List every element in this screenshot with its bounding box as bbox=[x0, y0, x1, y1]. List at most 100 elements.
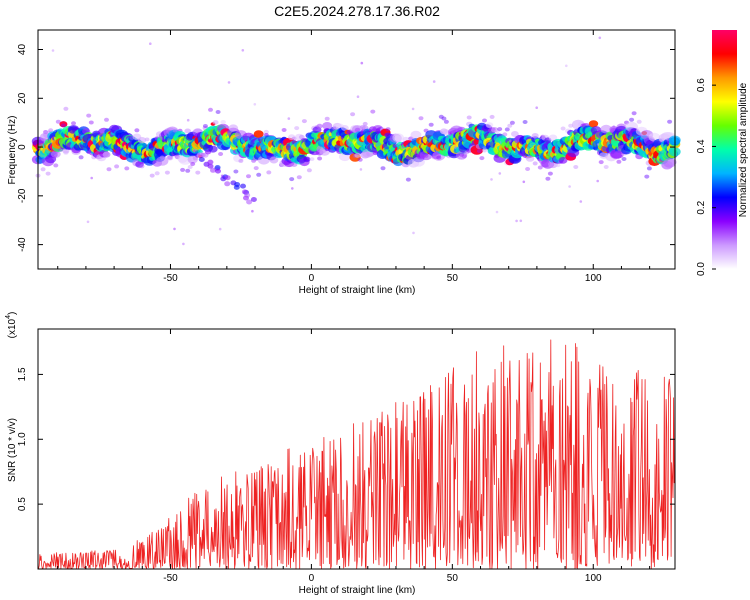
spectrogram-cell bbox=[164, 170, 170, 175]
spectrogram-cells bbox=[31, 36, 681, 246]
spectrogram-y-tick-label: -20 bbox=[17, 188, 28, 203]
spectrogram-cell bbox=[532, 161, 538, 166]
spectrogram-cell bbox=[482, 118, 487, 123]
spectrogram-y-tick-label: 20 bbox=[17, 92, 28, 104]
spectrogram-x-tick-label: 50 bbox=[447, 273, 459, 284]
spectrogram-cell bbox=[509, 120, 515, 125]
figure-title: C2E5.2024.278.17.36.R02 bbox=[274, 3, 440, 19]
spectrogram-cell bbox=[443, 119, 449, 124]
spectrogram-cell bbox=[621, 157, 627, 161]
spectrogram-cell bbox=[356, 95, 360, 98]
spectrogram-cell bbox=[167, 155, 173, 160]
spectrogram-cell bbox=[525, 167, 531, 171]
spectrogram-cell bbox=[214, 165, 221, 170]
spectrogram-cell bbox=[548, 134, 558, 141]
spectrogram-cell bbox=[50, 150, 61, 158]
spectrogram-x-tick-label: -50 bbox=[163, 273, 178, 284]
spectrogram-cell bbox=[173, 227, 176, 231]
spectrogram-cell bbox=[445, 135, 449, 139]
spectrogram-cell bbox=[51, 49, 55, 52]
snr-x-tick-label: 50 bbox=[447, 573, 459, 584]
spectrogram-cell bbox=[156, 156, 169, 166]
spectrogram-cell bbox=[207, 163, 214, 169]
spectrogram-cell bbox=[60, 123, 66, 128]
spectrogram-cell bbox=[494, 129, 500, 134]
spectrogram-cell bbox=[519, 219, 523, 223]
spectrogram-cell bbox=[303, 156, 311, 163]
spectrogram-cell bbox=[304, 157, 310, 162]
spectrogram-x-label: Height of straight line (km) bbox=[299, 285, 416, 296]
spectrogram-cell bbox=[215, 168, 221, 174]
spectrogram-cell bbox=[456, 151, 468, 160]
spectrogram-cell bbox=[246, 174, 251, 179]
spectrogram-cell bbox=[220, 120, 226, 125]
spectrogram-cell bbox=[603, 165, 609, 169]
spectrogram-y-label: Frequency (Hz) bbox=[7, 116, 18, 185]
spectrogram-cell bbox=[207, 159, 214, 165]
spectrogram-cell bbox=[461, 154, 467, 159]
spectrogram-cell bbox=[438, 114, 444, 119]
spectrogram-cell bbox=[218, 227, 222, 231]
snr-y-tick-label: 1.5 bbox=[17, 367, 28, 381]
spectrogram-cell bbox=[215, 110, 221, 114]
spectrogram-cell bbox=[251, 209, 254, 213]
spectrogram-cell bbox=[380, 166, 386, 171]
spectrogram-x-tick-label: 100 bbox=[585, 273, 602, 284]
spectrogram-cell bbox=[596, 179, 599, 183]
spectrogram-cell bbox=[224, 175, 231, 181]
colorbar-ticks: 0.0 0.2 0.4 0.6 bbox=[696, 78, 716, 276]
colorbar-tick-label: 0.4 bbox=[696, 139, 707, 153]
spectrogram-cell bbox=[59, 121, 68, 128]
snr-y-tick-label: 0.5 bbox=[17, 497, 28, 511]
snr-scale-factor: (x104) bbox=[5, 312, 18, 339]
spectrogram-cell bbox=[362, 121, 368, 126]
spectrogram-cell bbox=[616, 159, 622, 164]
spectrogram-y-tick-label: 40 bbox=[17, 44, 28, 56]
spectrogram-cell bbox=[360, 61, 364, 65]
spectrogram-cell bbox=[357, 157, 363, 162]
spectrogram-cell bbox=[535, 106, 538, 109]
spectrogram-cell bbox=[555, 163, 561, 168]
spectrogram-frame bbox=[37, 29, 676, 270]
spectrogram-cell bbox=[71, 121, 76, 126]
spectrogram-cell bbox=[246, 199, 253, 205]
spectrogram-cell bbox=[309, 157, 315, 162]
spectrogram-cell bbox=[114, 164, 120, 169]
spectrogram-cell bbox=[490, 178, 493, 181]
spectrogram-cell bbox=[253, 103, 257, 106]
colorbar: 0.0 0.2 0.4 0.6 Normalized spectral amplitu… bbox=[696, 30, 749, 276]
spectrogram-cell bbox=[208, 145, 218, 153]
spectrogram-cell bbox=[263, 129, 269, 134]
spectrogram-cell bbox=[495, 210, 499, 214]
spectrogram-cell bbox=[596, 143, 600, 146]
spectrogram-cell bbox=[224, 181, 231, 187]
spectrogram-cell bbox=[547, 171, 553, 176]
spectrogram-cell bbox=[537, 165, 543, 170]
spectrogram-cell bbox=[301, 119, 307, 124]
spectrogram-cell bbox=[208, 107, 213, 112]
spectrogram-cell bbox=[40, 167, 46, 172]
spectrogram-cell bbox=[507, 123, 513, 128]
spectrogram-cell bbox=[185, 168, 191, 173]
spectrogram-cell bbox=[476, 149, 482, 153]
snr-frame bbox=[37, 328, 676, 570]
spectrogram-cell bbox=[403, 136, 409, 141]
spectrogram-cell bbox=[269, 156, 279, 164]
spectrogram-cell bbox=[233, 169, 239, 174]
spectrogram-cell bbox=[418, 116, 424, 121]
spectrogram-cell bbox=[410, 130, 422, 140]
spectrogram-cell bbox=[504, 127, 510, 132]
spectrogram-cell bbox=[631, 111, 637, 116]
spectrogram-cell bbox=[646, 166, 652, 171]
spectrogram-cell bbox=[198, 157, 205, 162]
spectrogram-cell bbox=[341, 125, 349, 131]
colorbar-tick-label: 0.2 bbox=[696, 200, 707, 214]
spectrogram-cell bbox=[212, 120, 219, 125]
spectrogram-cell bbox=[565, 64, 568, 68]
spectrogram-cell bbox=[531, 133, 539, 139]
colorbar-tick-label: 0.6 bbox=[696, 78, 707, 92]
spectrogram-cell bbox=[324, 116, 330, 121]
spectrogram-cell bbox=[411, 107, 415, 111]
spectrogram-cell bbox=[88, 120, 94, 125]
